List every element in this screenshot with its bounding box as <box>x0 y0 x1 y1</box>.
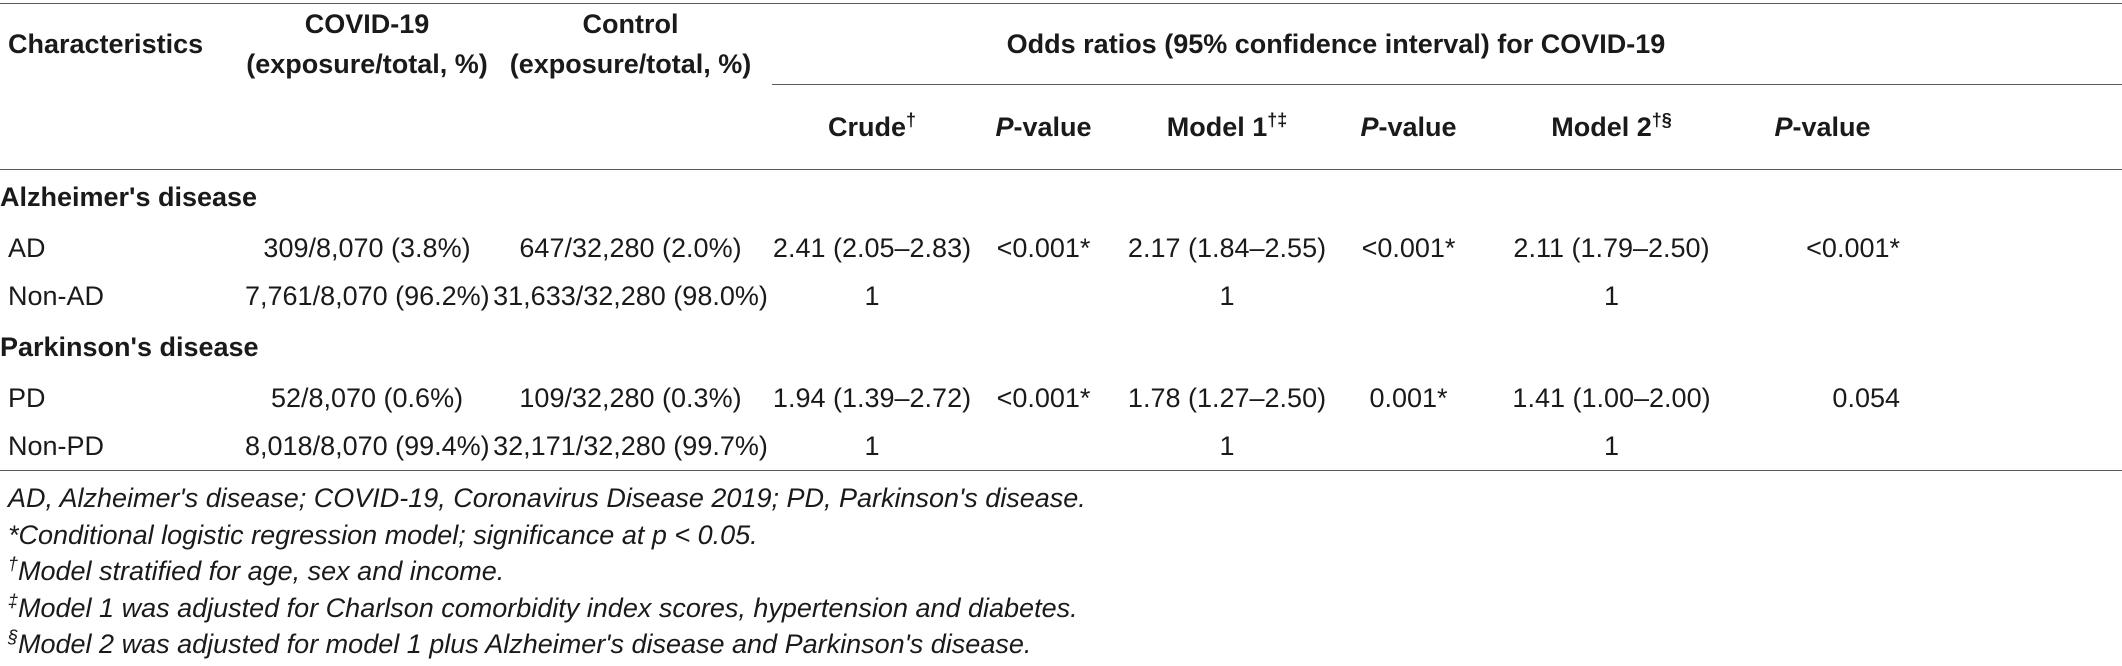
header-covid: COVID-19 (exposure/total, %) <box>245 4 489 85</box>
cell-p-value-1: <0.001* <box>996 232 1091 263</box>
dagger-symbol: † <box>8 554 19 574</box>
header-model1: Model 1†‡ <box>1115 84 1339 170</box>
cell-p-value-2 <box>1339 422 1478 471</box>
cell-model2: 1 <box>1603 280 1620 311</box>
table-row: Non-PD 8,018/8,070 (99.4%) 32,171/32,280… <box>0 422 2122 471</box>
cell-control: 109/32,280 (0.3%) <box>519 382 742 413</box>
cell-p-value-3: <0.001* <box>1806 232 1900 263</box>
section-title: Parkinson's disease <box>0 331 259 362</box>
header-characteristics: Characteristics <box>8 29 204 60</box>
header-p-value-2: P-value <box>1339 84 1478 170</box>
section-symbol: § <box>8 627 19 647</box>
cell-p-value-3 <box>1745 422 1900 471</box>
row-label: AD <box>8 232 46 263</box>
cell-model2: 1.41 (1.00–2.00) <box>1512 382 1711 413</box>
header-crude-label: Crude <box>827 111 906 142</box>
header-crude: Crude† <box>772 84 972 170</box>
header-odds-ratio-group: Odds ratios (95% confidence interval) fo… <box>1006 29 1666 59</box>
cell-control: 647/32,280 (2.0%) <box>519 232 742 263</box>
footnote-star: *Conditional logistic regression model; … <box>8 519 758 550</box>
footnote-abbreviations: AD, Alzheimer's disease; COVID-19, Coron… <box>8 483 1086 513</box>
cell-covid: 52/8,070 (0.6%) <box>270 382 464 413</box>
row-label: Non-PD <box>0 422 245 471</box>
cell-p-value-2: 0.001* <box>1369 382 1448 413</box>
cell-model2: 1 <box>1478 422 1745 471</box>
cell-p-value-3 <box>1745 272 1900 320</box>
header-control: Control (exposure/total, %) <box>489 4 772 85</box>
cell-p-value-1: <0.001* <box>996 382 1091 413</box>
top-rule <box>0 3 2122 4</box>
cell-model2: 2.11 (1.79–2.50) <box>1513 232 1710 263</box>
header-model2: Model 2†§ <box>1478 84 1745 170</box>
cell-p-value-3: 0.054 <box>1832 382 1900 413</box>
cell-crude: 1 <box>772 422 972 471</box>
cell-crude: 1.94 (1.39–2.72) <box>772 382 972 413</box>
cell-control: 31,633/32,280 (98.0%) <box>493 280 768 311</box>
table-row: Non-AD 7,761/8,070 (96.2%) 31,633/32,280… <box>0 272 2122 320</box>
section-parkinsons: Parkinson's disease <box>0 320 2122 374</box>
header-model2-sup: †§ <box>1651 109 1672 130</box>
cell-p-value-2 <box>1339 272 1478 320</box>
header-p-value-1: P-value <box>972 84 1115 170</box>
footnote-dagger-text: Model stratified for age, sex and income… <box>18 556 505 586</box>
header-row-2: Crude† P-value Model 1†‡ P-value Model 2… <box>0 84 2122 170</box>
header-covid-line2: (exposure/total, %) <box>246 49 488 80</box>
cell-covid: 8,018/8,070 (99.4%) <box>245 422 490 471</box>
header-model2-label: Model 2 <box>1551 111 1652 142</box>
cell-control: 32,171/32,280 (99.7%) <box>489 422 772 471</box>
cell-crude: 1 <box>864 280 880 311</box>
header-p-value-3: P-value <box>1745 84 1900 170</box>
header-model1-sup: †‡ <box>1267 109 1288 130</box>
footnote-double-dagger: ‡Model 1 was adjusted for Charlson comor… <box>8 590 1086 627</box>
cell-model1: 1 <box>1219 280 1235 311</box>
table-row: AD 309/8,070 (3.8%) 647/32,280 (2.0%) 2.… <box>0 224 2122 272</box>
header-control-line2: (exposure/total, %) <box>509 49 752 80</box>
footnotes: AD, Alzheimer's disease; COVID-19, Coron… <box>8 480 1086 663</box>
section-title: Alzheimer's disease <box>0 181 258 212</box>
cell-model1: 1.78 (1.27–2.50) <box>1127 382 1327 413</box>
double-dagger-symbol: ‡ <box>8 590 19 611</box>
cell-model1: 1 <box>1115 422 1339 471</box>
row-label: Non-AD <box>8 280 105 311</box>
footnote-double-dagger-text: Model 1 was adjusted for Charlson comorb… <box>18 592 1078 623</box>
header-control-line1: Control <box>582 9 679 40</box>
footnote-section-text: Model 2 was adjusted for model 1 plus Al… <box>18 629 1032 659</box>
cell-model1: 2.17 (1.84–2.55) <box>1127 232 1327 263</box>
results-table: Characteristics COVID-19 (exposure/total… <box>0 3 2122 471</box>
cell-p-value-1 <box>972 422 1115 471</box>
cell-covid: 7,761/8,070 (96.2%) <box>245 280 490 311</box>
cell-p-value-1 <box>972 272 1115 320</box>
header-model1-label: Model 1 <box>1166 111 1268 142</box>
cell-p-value-2: <0.001* <box>1361 232 1456 263</box>
header-crude-sup: † <box>906 109 917 130</box>
footnote-section: §Model 2 was adjusted for model 1 plus A… <box>8 626 1086 663</box>
section-alzheimers: Alzheimer's disease <box>0 170 2122 225</box>
table-row: PD 52/8,070 (0.6%) 109/32,280 (0.3%) 1.9… <box>0 374 2122 422</box>
header-row-1: Characteristics COVID-19 (exposure/total… <box>0 4 2122 85</box>
cell-crude: 2.41 (2.05–2.83) <box>772 232 972 263</box>
footnote-dagger: †Model stratified for age, sex and incom… <box>8 553 1086 590</box>
header-covid-line1: COVID-19 <box>304 9 430 40</box>
cell-covid: 309/8,070 (3.8%) <box>263 232 471 263</box>
row-label: PD <box>8 382 46 413</box>
